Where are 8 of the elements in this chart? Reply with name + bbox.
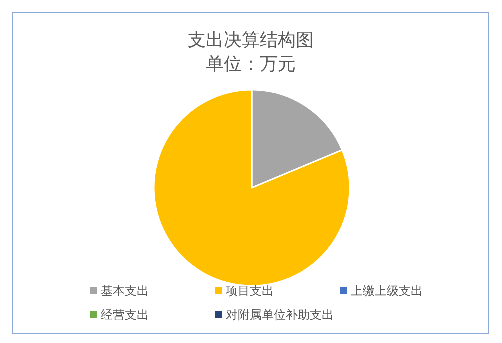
legend-label: 经营支出 — [101, 308, 149, 322]
chart-title: 支出决算结构图 — [188, 30, 314, 51]
legend-label: 项目支出 — [226, 284, 274, 298]
legend-label: 上缴上级支出 — [351, 284, 423, 298]
pie-slice — [153, 89, 351, 287]
legend-label: 对附属单位补助支出 — [226, 308, 334, 322]
chart-subtitle: 单位：万元 — [206, 54, 296, 75]
legend-label: 基本支出 — [101, 284, 149, 298]
